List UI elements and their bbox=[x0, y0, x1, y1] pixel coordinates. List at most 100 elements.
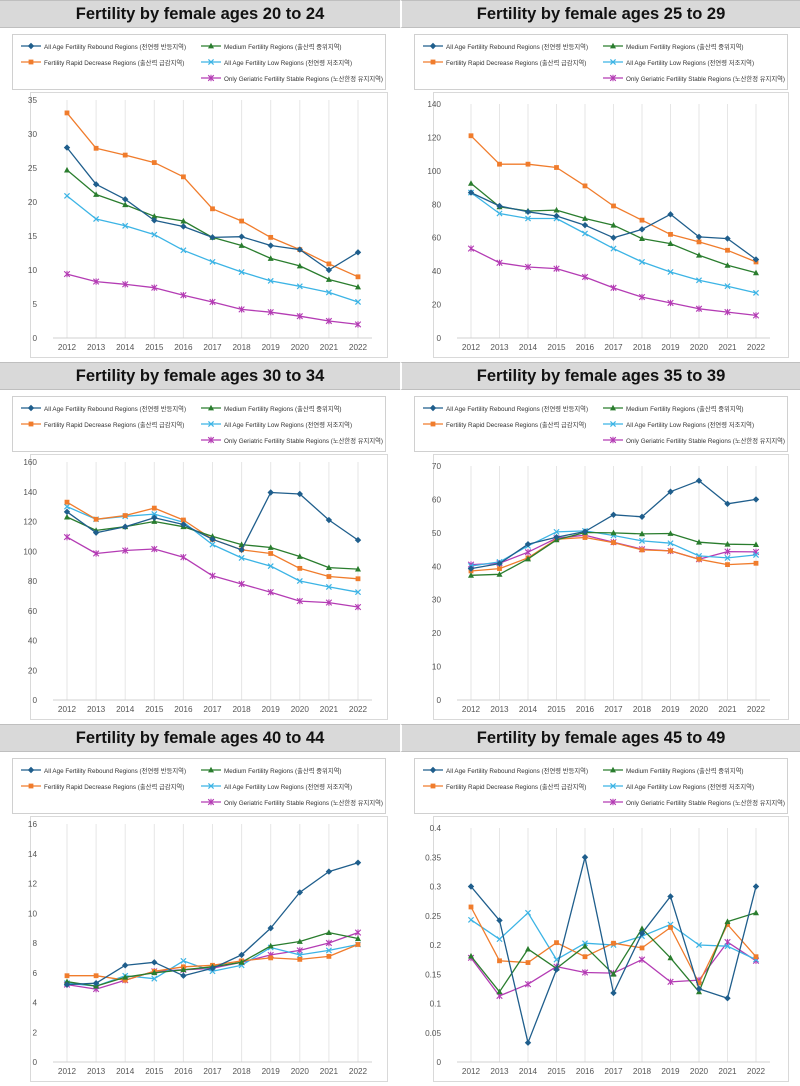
legend-item: All Age Fertility Rebound Regions (전연령 반… bbox=[21, 763, 186, 777]
x-tick-label: 2022 bbox=[747, 343, 766, 352]
legend-item: Only Geriatric Fertility Stable Regions … bbox=[201, 71, 383, 85]
data-point bbox=[238, 306, 245, 313]
legend-item: All Age Fertility Rebound Regions (전연령 반… bbox=[423, 763, 588, 777]
legend-label: Fertility Rapid Decrease Regions (출산력 급감… bbox=[446, 421, 587, 429]
x-tick-label: 2014 bbox=[116, 1067, 135, 1076]
data-point bbox=[696, 252, 702, 258]
x-tick-label: 2012 bbox=[462, 1067, 481, 1076]
data-point bbox=[752, 551, 760, 558]
legend-label: All Age Fertility Low Regions (전연령 저조지역) bbox=[626, 59, 755, 67]
data-point bbox=[151, 975, 158, 982]
data-point bbox=[63, 503, 71, 510]
series-1 bbox=[467, 854, 760, 1046]
legend-swatch-icon bbox=[610, 404, 616, 411]
x-tick-label: 2015 bbox=[547, 343, 566, 352]
data-point bbox=[468, 180, 474, 186]
x-tick-label: 2015 bbox=[145, 1067, 164, 1076]
data-point bbox=[92, 529, 100, 536]
legend-item: Fertility Rapid Decrease Regions (출산력 급감… bbox=[21, 779, 184, 793]
data-point bbox=[354, 603, 362, 611]
data-point bbox=[180, 291, 187, 299]
data-point bbox=[724, 262, 731, 268]
data-point bbox=[93, 516, 99, 522]
data-point bbox=[267, 308, 274, 316]
data-point bbox=[638, 956, 646, 963]
plot-area bbox=[433, 454, 789, 720]
data-point bbox=[610, 221, 617, 228]
chart-title: Fertility by female ages 30 to 34 bbox=[0, 362, 400, 390]
data-point bbox=[695, 985, 703, 993]
legend-item: Only Geriatric Fertility Stable Regions … bbox=[201, 433, 383, 447]
x-tick-label: 2015 bbox=[145, 705, 164, 714]
series-1 bbox=[467, 477, 760, 572]
legend-item: Fertility Rapid Decrease Regions (출산력 급감… bbox=[423, 55, 586, 69]
data-point bbox=[581, 528, 589, 535]
legend-swatch-icon bbox=[27, 404, 35, 412]
data-point bbox=[296, 577, 303, 585]
data-point bbox=[667, 299, 674, 307]
data-point bbox=[496, 571, 503, 577]
data-point bbox=[122, 962, 129, 969]
data-point bbox=[296, 553, 303, 559]
data-point bbox=[467, 916, 475, 923]
data-point bbox=[753, 560, 759, 566]
data-point bbox=[325, 947, 332, 954]
legend-item: All Age Fertility Rebound Regions (전연령 반… bbox=[21, 401, 186, 415]
data-point bbox=[639, 217, 645, 223]
legend-label: Medium Fertility Regions (출산력 중위지역) bbox=[224, 767, 342, 775]
y-tick-label: 0.2 bbox=[430, 941, 442, 950]
data-point bbox=[180, 217, 187, 224]
x-tick-label: 2018 bbox=[633, 705, 652, 714]
x-tick-label: 2016 bbox=[576, 1067, 595, 1076]
x-tick-label: 2020 bbox=[291, 705, 310, 714]
data-point bbox=[209, 234, 216, 241]
data-point bbox=[581, 854, 589, 861]
legend-swatch-icon bbox=[28, 421, 34, 427]
legend-swatch-icon bbox=[208, 42, 214, 49]
data-point bbox=[696, 539, 702, 545]
legend-swatch-icon bbox=[27, 42, 35, 50]
y-tick-label: 160 bbox=[23, 458, 37, 467]
data-point bbox=[355, 274, 361, 280]
legend-item: All Age Fertility Rebound Regions (전연령 반… bbox=[423, 401, 588, 415]
data-point bbox=[267, 544, 274, 550]
data-point bbox=[524, 541, 532, 548]
line-chart: 0 10 20 30 40 50 60 70 2012 2013 2014 2015 2016 2017 2… bbox=[432, 462, 770, 714]
x-tick-label: 2012 bbox=[58, 705, 77, 714]
x-tick-label: 2014 bbox=[116, 705, 135, 714]
legend-label: All Age Fertility Rebound Regions (전연령 반… bbox=[44, 43, 187, 51]
legend-label: Medium Fertility Regions (출산력 중위지역) bbox=[224, 43, 342, 51]
data-point bbox=[725, 562, 730, 568]
data-point bbox=[667, 240, 674, 246]
data-point bbox=[581, 221, 589, 229]
legend-label: Fertility Rapid Decrease Regions (출산력 급감… bbox=[44, 783, 185, 791]
x-tick-label: 2018 bbox=[232, 705, 251, 714]
data-point bbox=[325, 599, 333, 606]
chart-legend: All Age Fertility Rebound Regions (전연령 반… bbox=[12, 34, 386, 90]
x-tick-label: 2019 bbox=[262, 705, 281, 714]
chart-legend: All Age Fertility Rebound Regions (전연령 반… bbox=[414, 34, 788, 90]
data-point bbox=[638, 226, 646, 233]
y-tick-label: 140 bbox=[427, 100, 441, 109]
x-tick-label: 2022 bbox=[747, 705, 766, 714]
legend-item: Only Geriatric Fertility Stable Regions … bbox=[603, 71, 785, 85]
y-tick-label: 30 bbox=[432, 596, 442, 605]
x-tick-label: 2013 bbox=[490, 705, 509, 714]
data-point bbox=[151, 959, 158, 966]
data-point bbox=[64, 978, 70, 985]
data-point bbox=[64, 973, 70, 979]
x-tick-label: 2013 bbox=[490, 1067, 509, 1076]
legend-swatch-icon bbox=[28, 59, 34, 65]
x-tick-label: 2021 bbox=[718, 343, 737, 352]
chart-title: Fertility by female ages 35 to 39 bbox=[400, 362, 800, 390]
data-point bbox=[325, 939, 333, 947]
x-tick-label: 2019 bbox=[262, 343, 281, 352]
data-point bbox=[267, 242, 274, 249]
data-point bbox=[151, 518, 158, 524]
x-tick-label: 2020 bbox=[291, 1067, 310, 1076]
data-point bbox=[151, 160, 157, 165]
legend-label: Only Geriatric Fertility Stable Regions … bbox=[224, 799, 384, 807]
y-tick-label: 16 bbox=[28, 820, 38, 829]
y-tick-label: 30 bbox=[28, 130, 38, 139]
x-tick-label: 2012 bbox=[58, 343, 77, 352]
